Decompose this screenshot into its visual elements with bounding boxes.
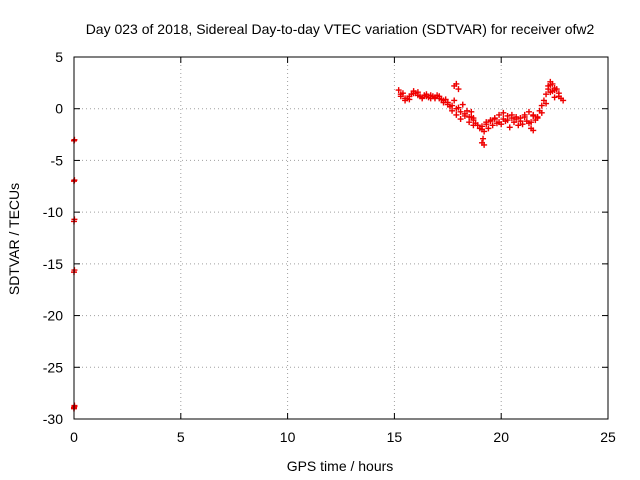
data-point [453, 105, 460, 112]
data-point [543, 100, 550, 107]
data-point [478, 126, 485, 133]
data-point [470, 117, 477, 124]
y-tick-label: -10 [43, 204, 63, 220]
data-point [560, 97, 567, 104]
data-point [457, 116, 464, 123]
data-point [397, 91, 404, 98]
data-point [402, 95, 409, 102]
x-tick-label: 25 [600, 429, 616, 445]
data-point [515, 122, 522, 129]
plot-frame [73, 56, 609, 420]
data-point [538, 109, 545, 116]
data-point [414, 92, 421, 99]
data-point [525, 108, 532, 115]
data-point [508, 115, 515, 122]
x-axis: 0 5 10 15 20 25 [70, 57, 616, 445]
data-point [444, 99, 451, 106]
data-point [453, 111, 460, 118]
y-tick-label: 0 [55, 101, 63, 117]
data-point [555, 93, 562, 100]
data-point [551, 94, 558, 101]
data-point [451, 97, 458, 104]
data-point [500, 116, 507, 123]
data-point [513, 116, 520, 123]
data-point [485, 125, 492, 132]
data-point [423, 93, 430, 100]
data-point [436, 95, 443, 102]
data-point [449, 107, 456, 114]
grid-lines [74, 57, 608, 419]
data-point [470, 122, 477, 129]
y-tick-label: -30 [43, 411, 63, 427]
data-point [517, 118, 524, 125]
data-points [71, 78, 567, 412]
y-tick-label: -25 [43, 359, 63, 375]
data-point [511, 119, 518, 126]
x-tick-label: 20 [493, 429, 509, 445]
x-tick-label: 15 [387, 429, 403, 445]
chart-title: Day 023 of 2018, Sidereal Day-to-day VTE… [86, 21, 595, 37]
data-point [395, 87, 402, 94]
data-point [504, 117, 511, 124]
data-point [545, 82, 552, 89]
data-point [480, 135, 487, 142]
x-tick-label: 10 [280, 429, 296, 445]
data-point [547, 89, 554, 96]
data-point [449, 102, 456, 109]
y-tick-label: -20 [43, 308, 63, 324]
x-tick-label: 5 [177, 429, 185, 445]
data-point [455, 86, 462, 93]
data-point [487, 118, 494, 125]
data-point [466, 119, 473, 126]
data-point [521, 113, 528, 120]
data-point [457, 108, 464, 115]
data-point [481, 141, 488, 148]
data-point [519, 121, 526, 128]
y-tick-label: 5 [55, 49, 63, 65]
y-axis-label: SDTVAR / TECUs [6, 183, 22, 295]
x-tick-label: 0 [70, 429, 78, 445]
data-point [406, 93, 413, 100]
data-point [489, 122, 496, 129]
data-point [468, 113, 475, 120]
data-point [410, 90, 417, 97]
data-point [530, 111, 537, 118]
data-point [431, 94, 438, 101]
data-point [540, 97, 547, 104]
data-point [543, 91, 550, 98]
data-point [528, 119, 535, 126]
y-axis: 5 0 -5 -10 -15 -20 -25 -30 [43, 49, 608, 427]
data-point [427, 95, 434, 102]
data-point [468, 108, 475, 115]
x-axis-label: GPS time / hours [287, 458, 394, 474]
data-point [506, 124, 513, 131]
data-point [496, 111, 503, 118]
data-point [500, 109, 507, 116]
data-point [551, 85, 558, 92]
data-point [461, 110, 468, 117]
data-point [483, 121, 490, 128]
data-point [496, 119, 503, 126]
data-point [549, 80, 556, 87]
data-point [453, 80, 460, 87]
data-point [491, 116, 498, 123]
data-point [464, 107, 471, 114]
data-point [440, 97, 447, 104]
data-point [459, 101, 466, 108]
y-tick-label: -15 [43, 256, 63, 272]
data-point [538, 102, 545, 109]
y-tick-label: -5 [51, 152, 64, 168]
data-point [419, 94, 426, 101]
data-point [530, 127, 537, 134]
data-point [534, 115, 541, 122]
